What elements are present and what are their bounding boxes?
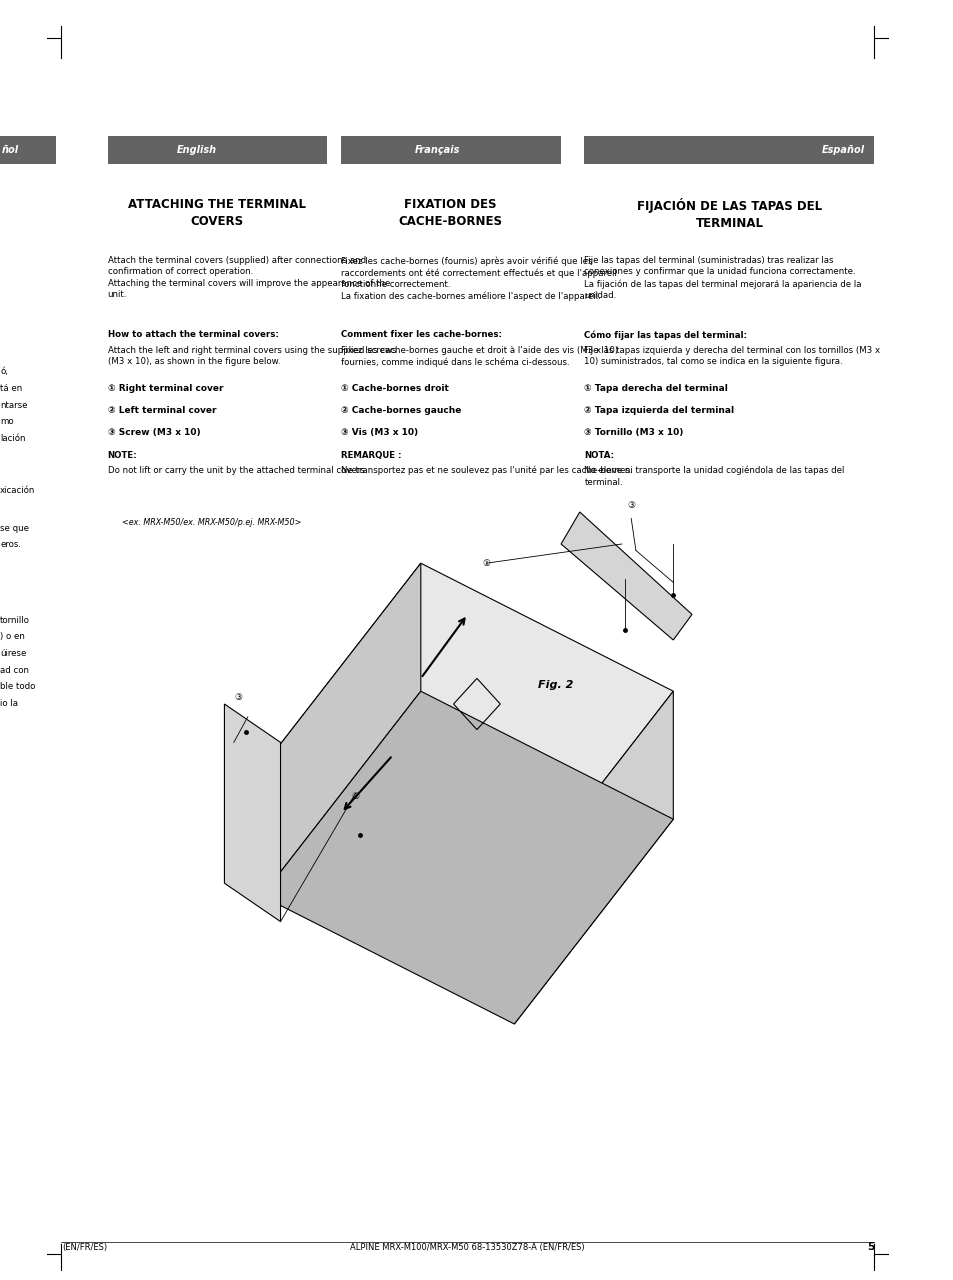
Text: Fixez les cache-bornes (fournis) après avoir vérifié que les
raccordements ont é: Fixez les cache-bornes (fournis) après a… (341, 256, 617, 301)
Polygon shape (261, 563, 673, 896)
Text: ③ Tornillo (M3 x 10): ③ Tornillo (M3 x 10) (584, 428, 683, 436)
Text: NOTE:: NOTE: (108, 451, 137, 460)
Text: ① Cache-bornes droit: ① Cache-bornes droit (341, 384, 449, 393)
Polygon shape (261, 563, 420, 896)
Text: Ne transportez pas et ne soulevez pas l'unité par les cache-bornes.: Ne transportez pas et ne soulevez pas l'… (341, 466, 632, 475)
Text: 5: 5 (866, 1242, 874, 1252)
Text: ③ Vis (M3 x 10): ③ Vis (M3 x 10) (341, 428, 418, 436)
Text: NOTA:: NOTA: (584, 451, 614, 460)
Text: xicación: xicación (0, 486, 35, 495)
Text: English: English (176, 145, 216, 155)
Text: lación: lación (0, 434, 26, 443)
Text: ② Tapa izquierda del terminal: ② Tapa izquierda del terminal (584, 406, 734, 415)
Text: mo: mo (0, 417, 13, 426)
Text: No eleve ni transporte la unidad cogiéndola de las tapas del
terminal.: No eleve ni transporte la unidad cogiénd… (584, 466, 844, 486)
Polygon shape (261, 691, 673, 1024)
Text: ñol: ñol (2, 145, 19, 155)
Text: ) o en: ) o en (0, 632, 25, 641)
Text: tornillo: tornillo (0, 616, 30, 625)
Text: úirese: úirese (0, 649, 27, 658)
Text: <ex. MRX-M50/ex. MRX-M50/p.ej. MRX-M50>: <ex. MRX-M50/ex. MRX-M50/p.ej. MRX-M50> (121, 518, 300, 527)
FancyBboxPatch shape (0, 136, 56, 164)
Text: ad con: ad con (0, 666, 29, 675)
Text: REMARQUE :: REMARQUE : (341, 451, 401, 460)
Text: ntarse: ntarse (0, 401, 28, 410)
Text: ① Tapa derecha del terminal: ① Tapa derecha del terminal (584, 384, 727, 393)
Text: Fig. 2: Fig. 2 (537, 680, 573, 690)
Text: ALPINE MRX-M100/MRX-M50 68-13530Z78-A (EN/FR/ES): ALPINE MRX-M100/MRX-M50 68-13530Z78-A (E… (350, 1243, 584, 1252)
Text: ① Right terminal cover: ① Right terminal cover (108, 384, 223, 393)
Text: ATTACHING THE TERMINAL
COVERS: ATTACHING THE TERMINAL COVERS (128, 198, 306, 228)
Text: ② Cache-bornes gauche: ② Cache-bornes gauche (341, 406, 461, 415)
Text: FIJACIÓN DE LAS TAPAS DEL
TERMINAL: FIJACIÓN DE LAS TAPAS DEL TERMINAL (637, 198, 821, 230)
Text: ó,: ó, (0, 367, 8, 376)
Text: Comment fixer les cache-bornes:: Comment fixer les cache-bornes: (341, 330, 502, 339)
Text: Do not lift or carry the unit by the attached terminal covers.: Do not lift or carry the unit by the att… (108, 466, 367, 475)
FancyBboxPatch shape (108, 136, 327, 164)
Text: ble todo: ble todo (0, 682, 35, 691)
Text: (EN/FR/ES): (EN/FR/ES) (63, 1243, 108, 1252)
Text: How to attach the terminal covers:: How to attach the terminal covers: (108, 330, 278, 339)
Polygon shape (224, 704, 280, 922)
Text: ②: ② (351, 791, 359, 801)
Text: FIXATION DES
CACHE-BORNES: FIXATION DES CACHE-BORNES (398, 198, 502, 228)
Text: ③: ③ (234, 692, 242, 703)
Text: Fije las tapas del terminal (suministradas) tras realizar las
conexiones y confi: Fije las tapas del terminal (suministrad… (584, 256, 862, 300)
Text: ③: ③ (626, 500, 635, 511)
Text: Español: Español (821, 145, 864, 155)
Text: io la: io la (0, 699, 18, 708)
Polygon shape (560, 512, 691, 640)
Text: ② Left terminal cover: ② Left terminal cover (108, 406, 215, 415)
Text: Fije las tapas izquierda y derecha del terminal con los tornillos (M3 x
10) sumi: Fije las tapas izquierda y derecha del t… (584, 346, 880, 366)
Text: Cómo fijar las tapas del terminal:: Cómo fijar las tapas del terminal: (584, 330, 746, 339)
FancyBboxPatch shape (584, 136, 874, 164)
Text: Attach the terminal covers (supplied) after connections and
confirmation of corr: Attach the terminal covers (supplied) af… (108, 256, 390, 300)
Text: se que: se que (0, 524, 29, 532)
Text: Fixez les cache-bornes gauche et droit à l'aide des vis (M3 x 10)
fournies, comm: Fixez les cache-bornes gauche et droit à… (341, 346, 618, 367)
Text: Attach the left and right terminal covers using the supplied screws
(M3 x 10), a: Attach the left and right terminal cover… (108, 346, 395, 366)
Polygon shape (514, 691, 673, 1024)
Text: eros.: eros. (0, 540, 21, 549)
FancyBboxPatch shape (341, 136, 560, 164)
Text: Français: Français (415, 145, 459, 155)
Text: ③ Screw (M3 x 10): ③ Screw (M3 x 10) (108, 428, 200, 436)
Text: tá en: tá en (0, 384, 22, 393)
Text: ①: ① (481, 558, 490, 568)
